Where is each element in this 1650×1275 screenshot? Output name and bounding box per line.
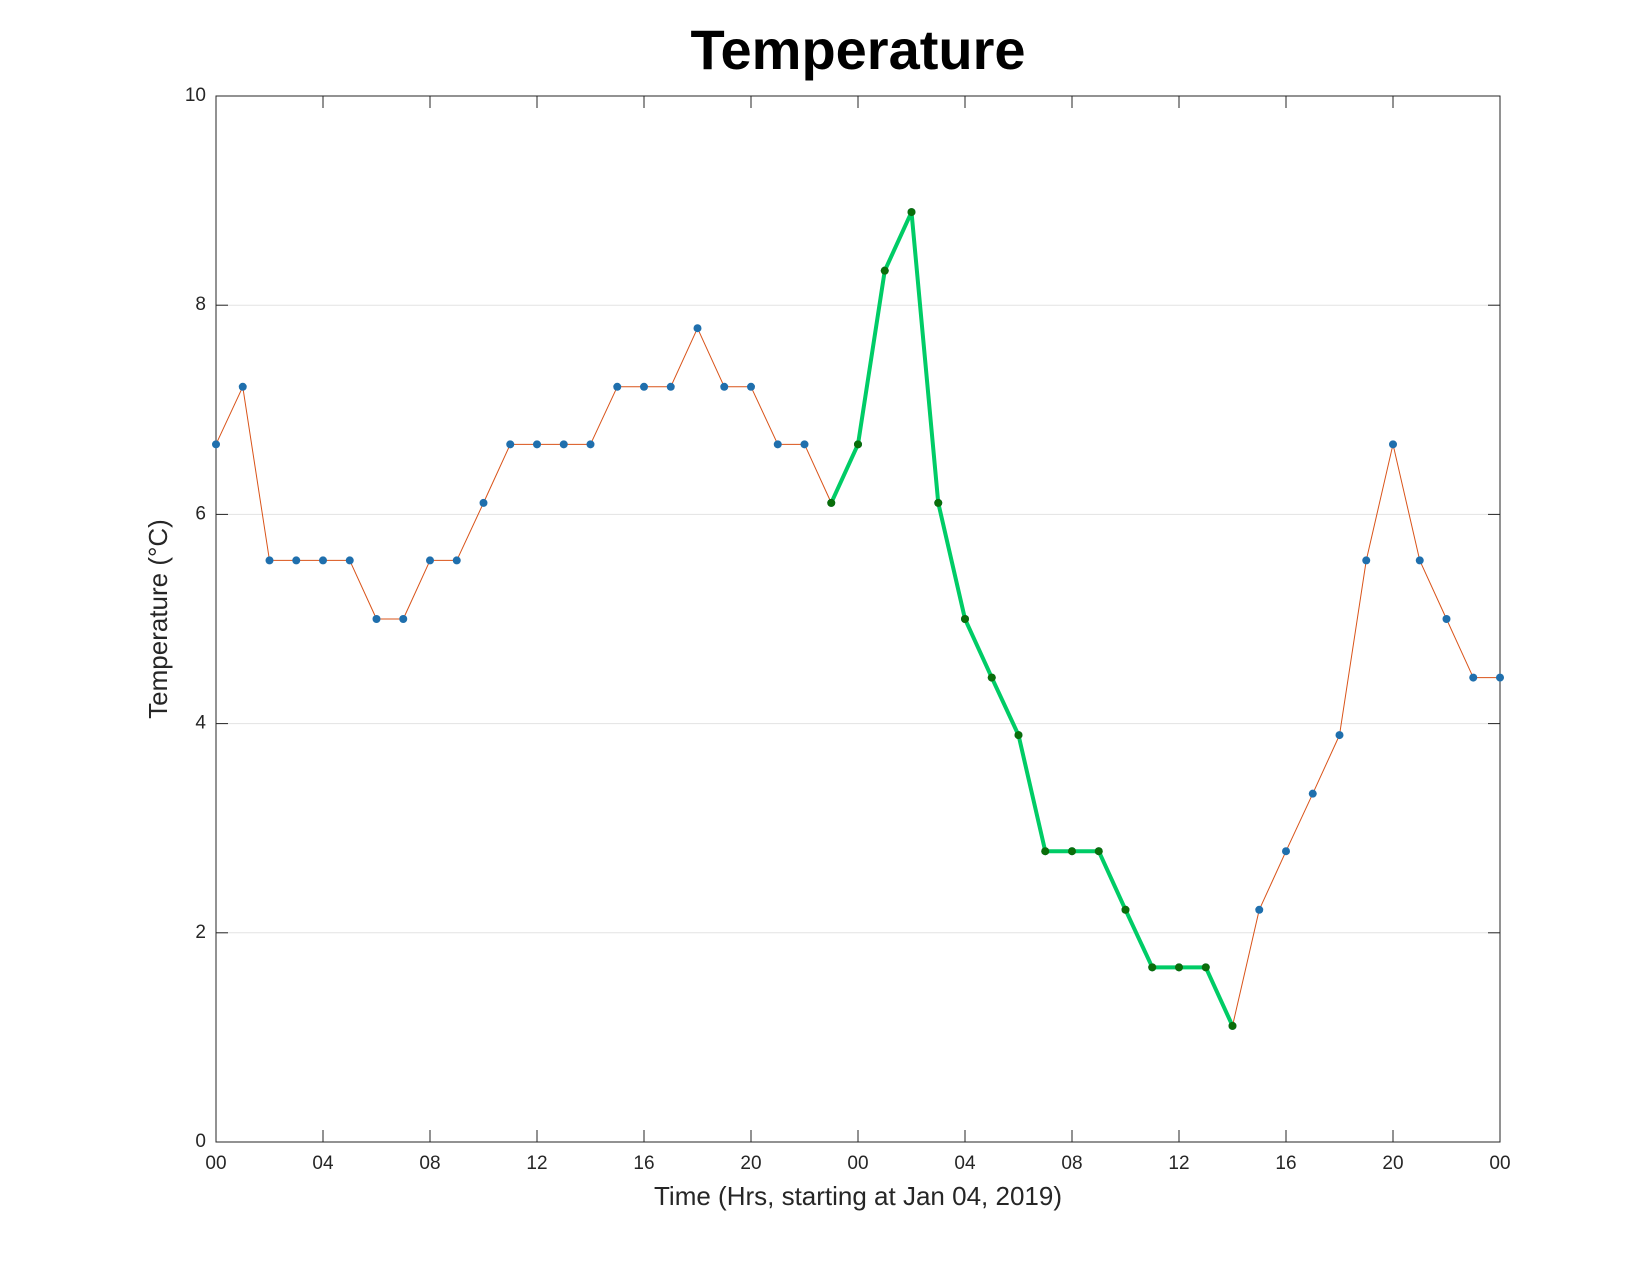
data-point <box>1415 556 1424 565</box>
data-point <box>854 440 862 449</box>
x-tick-label: 00 <box>847 1153 868 1174</box>
data-point <box>907 208 916 217</box>
data-point <box>1496 673 1504 682</box>
data-point <box>800 440 809 449</box>
data-point <box>1335 731 1344 740</box>
x-axis-label: Time (Hrs, starting at Jan 04, 2019) <box>654 1181 1062 1211</box>
data-point <box>559 440 568 449</box>
data-point <box>1228 1021 1237 1030</box>
data-point <box>399 615 408 623</box>
data-point <box>265 556 274 565</box>
y-tick-label: 2 <box>195 922 206 943</box>
data-point <box>319 556 327 565</box>
data-point <box>1442 615 1451 623</box>
data-point <box>1255 905 1264 914</box>
x-tick-label: 08 <box>419 1153 440 1174</box>
data-point <box>1148 963 1157 972</box>
data-point <box>934 498 943 507</box>
data-point <box>533 440 541 449</box>
data-point <box>1469 673 1478 682</box>
x-tick-label: 00 <box>1489 1153 1510 1174</box>
chart-title: Temperature <box>690 18 1025 81</box>
data-point <box>479 498 488 507</box>
data-point <box>640 382 648 391</box>
data-point <box>987 673 996 682</box>
data-point <box>238 382 247 391</box>
data-point <box>1362 556 1371 565</box>
data-point <box>1201 963 1210 972</box>
x-tick-label: 12 <box>1168 1153 1189 1174</box>
data-point <box>586 440 595 449</box>
data-point <box>1308 789 1317 798</box>
data-point <box>372 615 381 623</box>
data-point <box>452 556 461 565</box>
x-tick-label: 12 <box>526 1153 547 1174</box>
x-tick-label: 20 <box>740 1153 761 1174</box>
data-point <box>666 382 675 391</box>
data-point <box>1068 847 1076 856</box>
data-point <box>506 440 515 449</box>
data-point <box>880 266 889 275</box>
data-point <box>1014 731 1023 740</box>
x-tick-label: 04 <box>312 1153 334 1174</box>
data-point <box>747 382 755 391</box>
data-point <box>1041 847 1050 856</box>
x-tick-label: 04 <box>954 1153 976 1174</box>
series-line <box>215 211 1500 1027</box>
data-point <box>961 615 969 623</box>
data-point <box>292 556 301 565</box>
data-point <box>1282 847 1290 856</box>
data-point <box>693 324 702 333</box>
plot-frame <box>215 95 1501 1143</box>
y-axis-label: Temperature (°C) <box>143 519 173 719</box>
y-tick-label: 8 <box>195 294 206 315</box>
x-tick-label: 16 <box>633 1153 654 1174</box>
x-tick-label: 08 <box>1061 1153 1082 1174</box>
series-line <box>829 210 1235 1027</box>
data-point <box>1121 905 1130 914</box>
data-point <box>1094 847 1103 856</box>
x-tick-label: 00 <box>205 1153 226 1174</box>
y-tick-label: 0 <box>195 1131 206 1152</box>
data-point <box>827 498 836 507</box>
data-point <box>345 556 354 565</box>
data-point <box>1389 440 1397 449</box>
data-point <box>1175 963 1183 972</box>
y-tick-label: 4 <box>195 713 206 734</box>
data-point <box>613 382 622 391</box>
data-point <box>426 556 434 565</box>
data-point <box>720 382 729 391</box>
y-tick-label: 6 <box>195 503 206 524</box>
x-tick-label: 16 <box>1275 1153 1296 1174</box>
data-point <box>212 440 220 449</box>
x-tick-label: 20 <box>1382 1153 1403 1174</box>
y-tick-label: 10 <box>185 85 206 106</box>
data-point <box>773 440 782 449</box>
